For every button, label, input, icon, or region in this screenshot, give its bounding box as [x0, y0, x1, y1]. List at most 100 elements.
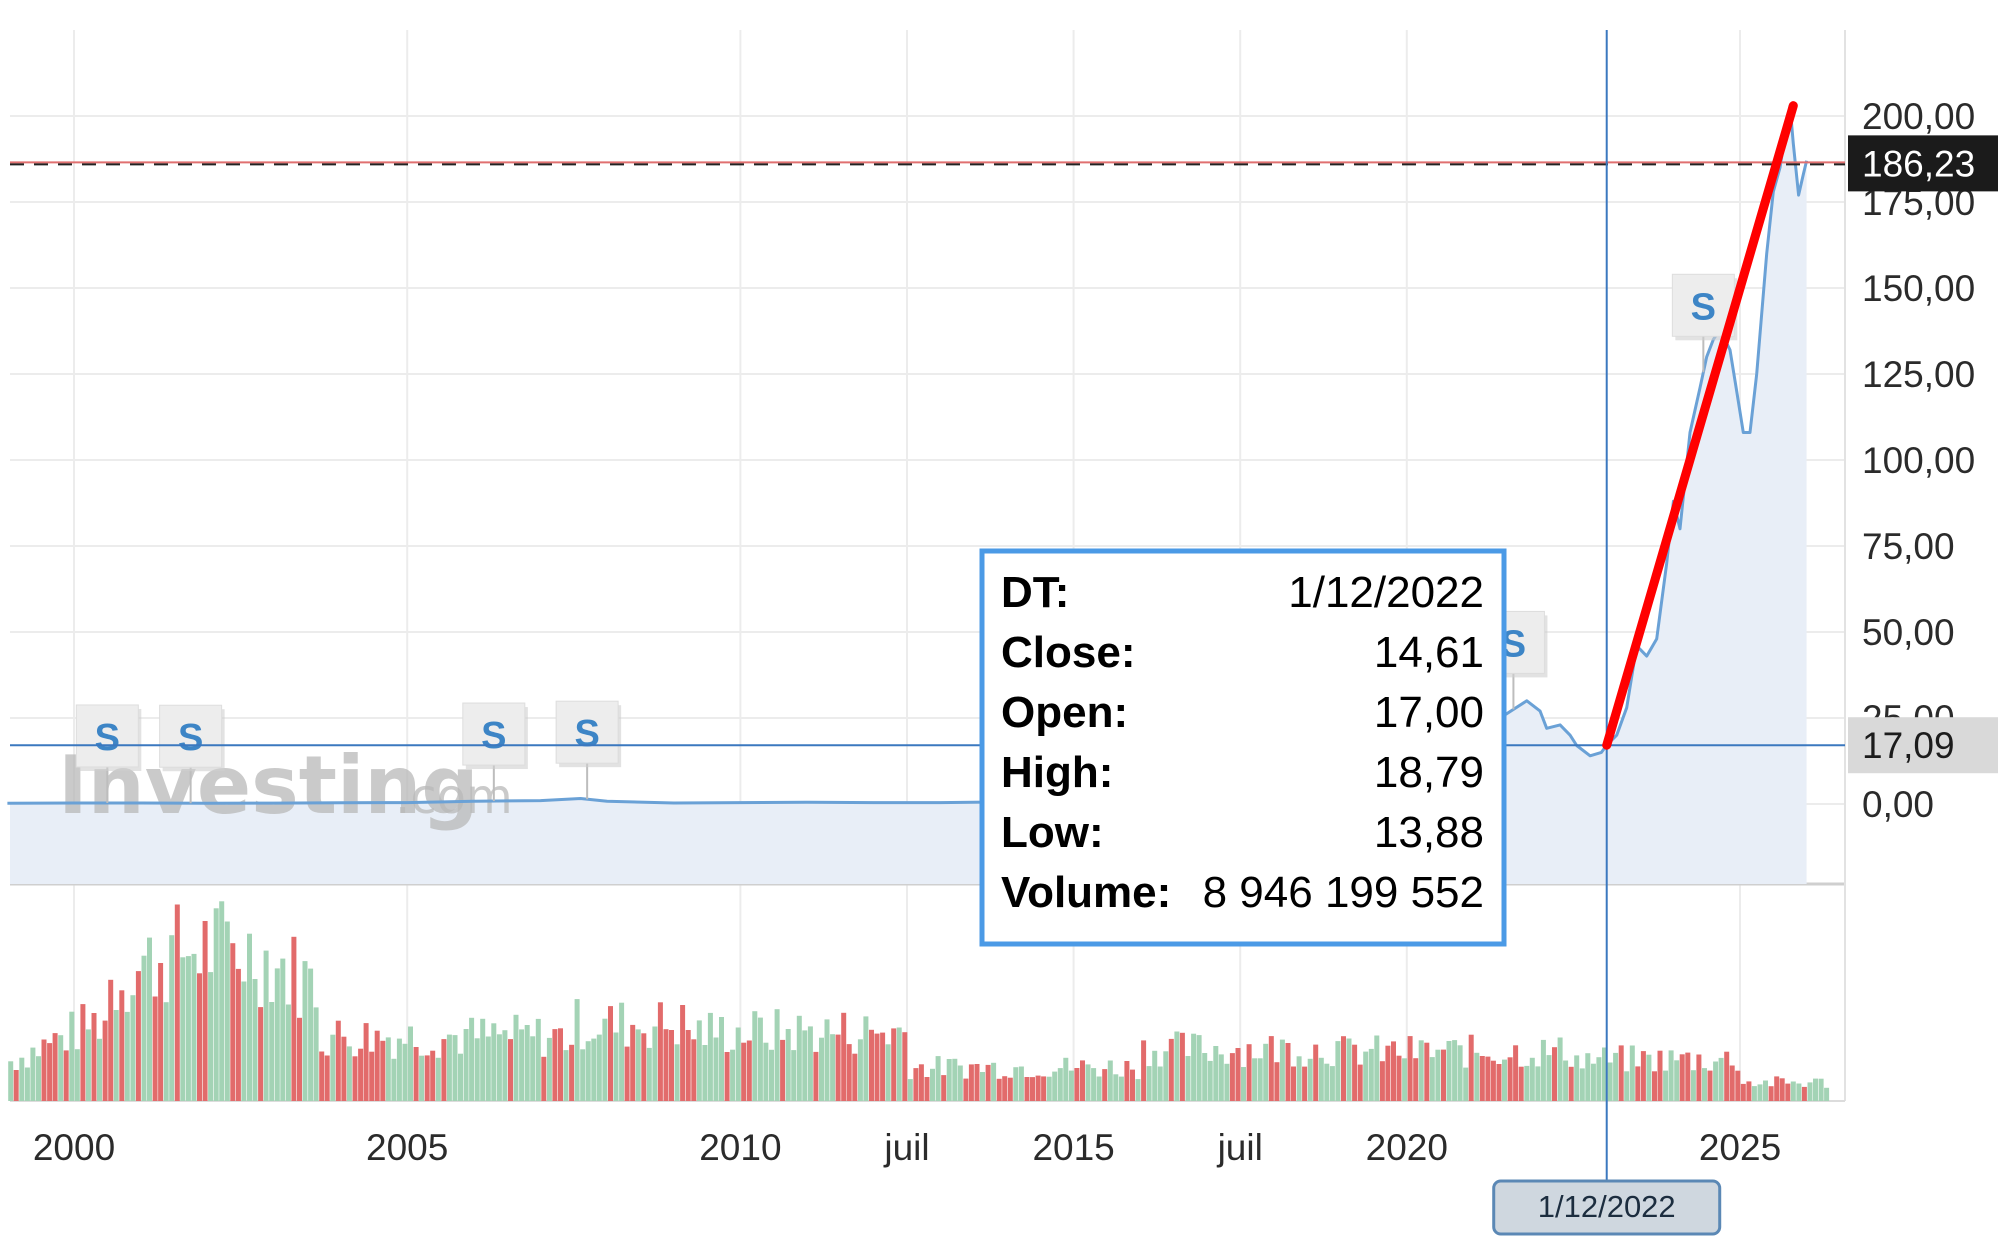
volume-bar: [902, 1032, 908, 1101]
y-tick-label: 125,00: [1862, 354, 1975, 395]
volume-bar: [819, 1037, 824, 1101]
volume-bar: [1507, 1057, 1513, 1101]
volume-bar: [102, 1020, 108, 1101]
chart-grid: [10, 30, 1846, 1102]
volume-bar: [591, 1038, 597, 1101]
volume-bar: [402, 1043, 408, 1101]
volume-bar: [152, 996, 158, 1101]
volume-bar: [1013, 1067, 1019, 1101]
volume-bar: [757, 1017, 763, 1101]
volume-bar: [1590, 1063, 1596, 1101]
tooltip-label: High:: [1001, 748, 1113, 797]
volume-bar: [1740, 1083, 1746, 1101]
volume-bar: [1379, 1061, 1385, 1101]
volume-bar: [302, 961, 308, 1101]
volume-bar: [80, 1004, 86, 1101]
volume-bar: [613, 1032, 619, 1101]
volume-bar: [502, 1030, 508, 1101]
split-marker-label: S: [574, 713, 599, 755]
volume-bar: [1368, 1048, 1374, 1101]
volume-bar: [1785, 1083, 1791, 1101]
split-marker: [1671, 273, 1735, 337]
volume-bar: [519, 1029, 525, 1101]
volume-bar: [485, 1036, 491, 1101]
volume-bar: [1674, 1060, 1680, 1101]
volume-bar: [1707, 1070, 1713, 1101]
trend-line: [1602, 101, 1798, 750]
volume-bar: [358, 1048, 364, 1101]
volume-bar: [846, 1044, 852, 1101]
volume-bar: [1263, 1043, 1269, 1101]
volume-bar: [52, 1033, 58, 1101]
volume-bar: [30, 1047, 36, 1101]
crosshair-date-badge: [1492, 1179, 1722, 1236]
volume-bar: [1024, 1077, 1030, 1101]
y-axis: 0,0025,0050,0075,00100,00125,00150,00175…: [1848, 96, 1998, 825]
volume-bar: [191, 953, 197, 1101]
x-tick-label: juil: [883, 1127, 929, 1168]
volume-bar: [319, 1051, 325, 1101]
volume-bar: [913, 1068, 919, 1101]
volume-bar: [36, 1056, 41, 1101]
volume-bar: [1746, 1081, 1752, 1101]
volume-bar: [147, 937, 152, 1101]
volume-bar: [1446, 1041, 1452, 1101]
volume-bar: [985, 1064, 991, 1101]
volume-bar: [1679, 1054, 1685, 1101]
volume-bar: [235, 968, 241, 1101]
volume-bar: [169, 935, 175, 1101]
volume-bar: [1291, 1066, 1296, 1101]
volume-bar: [1246, 1044, 1252, 1101]
volume-bar: [419, 1055, 425, 1101]
x-tick-label: 2020: [1366, 1127, 1448, 1168]
volume-bar: [1107, 1060, 1113, 1101]
volume-bar: [1824, 1087, 1830, 1101]
volume-bar: [691, 1039, 697, 1101]
volume-bar: [1374, 1035, 1380, 1101]
volume-bar: [1713, 1061, 1719, 1101]
volume-bar: [996, 1078, 1002, 1101]
volume-bar: [880, 1032, 886, 1101]
volume-bar: [696, 1020, 702, 1101]
volume-bar: [1302, 1066, 1308, 1101]
volume-bar: [763, 1042, 769, 1101]
volume-bar: [1774, 1076, 1780, 1101]
volume-bar: [885, 1044, 891, 1101]
tooltip-box: [979, 548, 1507, 947]
last-price-label: 186,23: [1862, 143, 1975, 184]
volume-bar: [1663, 1070, 1669, 1101]
volume-bar: [1296, 1056, 1302, 1101]
volume-bar: [424, 1055, 430, 1101]
volume-bar: [1085, 1064, 1091, 1101]
volume-bar: [1241, 1067, 1246, 1101]
volume-bar: [180, 957, 186, 1101]
volume-bar: [1801, 1086, 1807, 1101]
volume-bar: [1763, 1080, 1768, 1101]
volume-bar: [791, 1050, 797, 1101]
volume-bar: [552, 1029, 558, 1101]
volume-bar: [1618, 1045, 1624, 1101]
volume-bar: [1568, 1066, 1574, 1101]
volume-bar: [707, 1012, 713, 1101]
volume-bar: [807, 1026, 813, 1101]
volume-bar: [1557, 1037, 1563, 1101]
volume-bar: [935, 1056, 941, 1101]
volume-bar: [408, 1026, 413, 1101]
volume-bar: [1613, 1052, 1619, 1101]
volume-bar: [1596, 1057, 1602, 1101]
volume-bar: [330, 1034, 336, 1101]
volume-bar: [569, 1044, 575, 1101]
volume-bar: [1341, 1036, 1346, 1101]
volume-bar: [1041, 1076, 1047, 1101]
volume-bar: [641, 1033, 647, 1101]
volume-bar: [1307, 1058, 1313, 1101]
volume-bar: [813, 1051, 819, 1101]
volume-bar: [963, 1078, 969, 1101]
volume-bar: [1179, 1032, 1185, 1101]
volume-bar: [952, 1058, 958, 1101]
volume-bar: [1174, 1031, 1180, 1101]
volume-bar: [158, 963, 164, 1101]
volume-bar: [474, 1038, 480, 1101]
volume-bar: [741, 1042, 747, 1101]
